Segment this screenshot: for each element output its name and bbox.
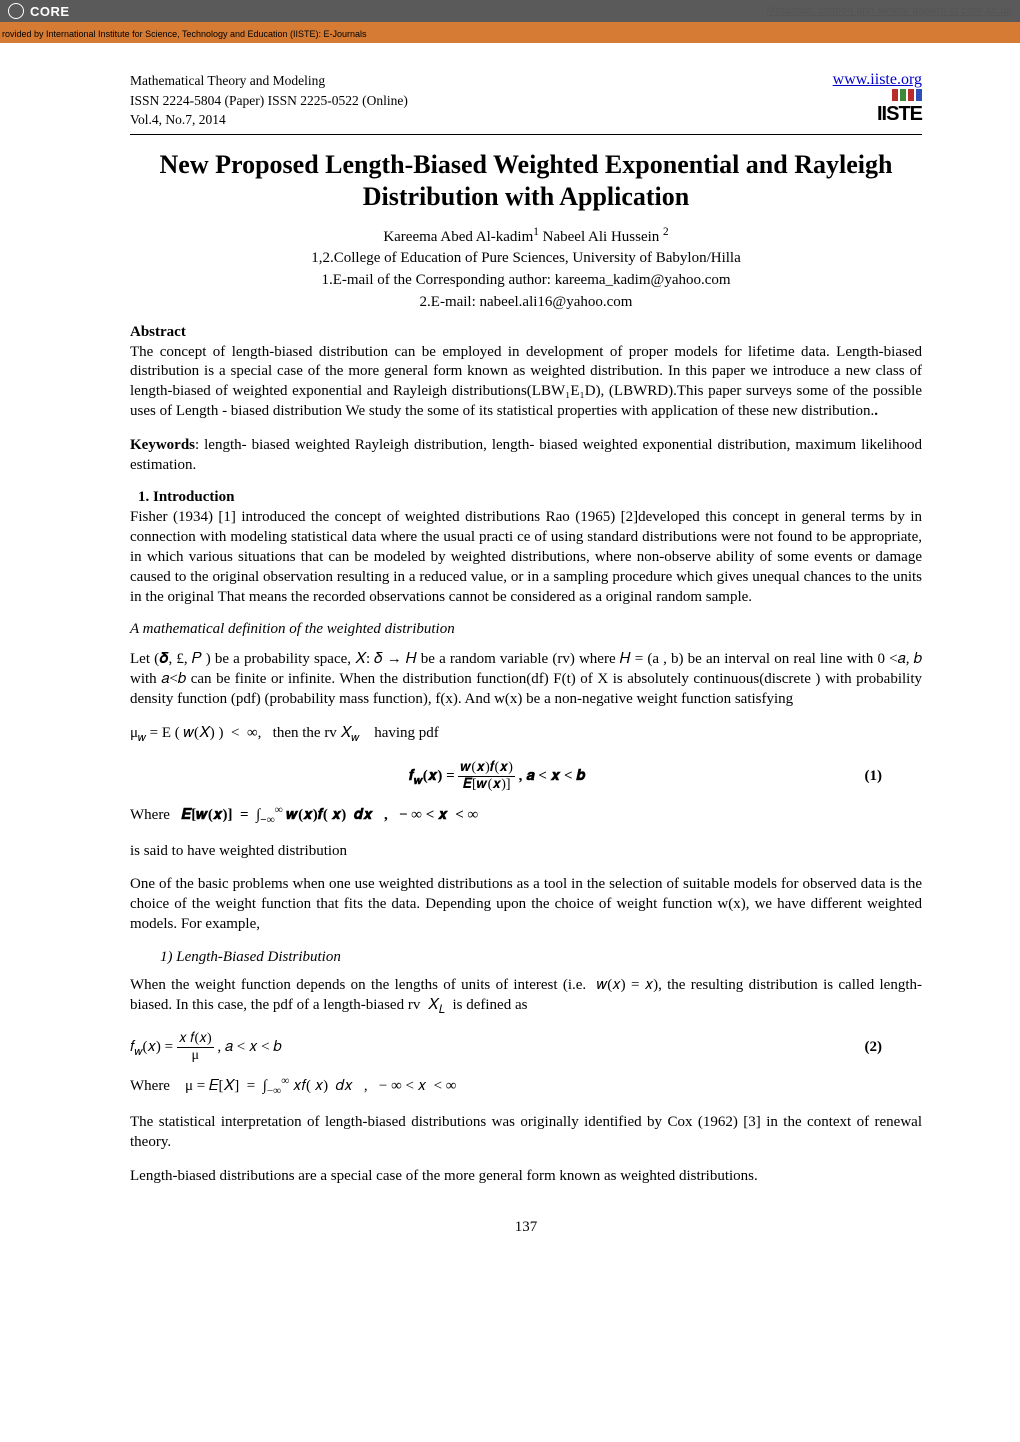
page-content: Mathematical Theory and Modeling ISSN 22… — [0, 43, 1020, 1276]
lbd-p3: Length-biased distributions are a specia… — [130, 1167, 922, 1187]
equation-2: 𝑓𝑤(𝑥) = 𝑥 𝑓(𝑥)μ , 𝑎 < 𝑥 < 𝑏 — [130, 1031, 865, 1064]
header-left: Mathematical Theory and Modeling ISSN 22… — [130, 71, 408, 130]
equation-1-row: 𝒇𝒘(𝒙) = 𝒘(𝒙)𝒇(𝒙)𝑬[𝒘(𝒙)] , 𝒂 < 𝒙 < 𝒃 (1) — [130, 760, 922, 793]
paper-title: New Proposed Length-Biased Weighted Expo… — [130, 149, 922, 214]
email2: 2.E-mail: nabeel.ali16@yahoo.com — [420, 294, 633, 310]
abstract-heading: Abstract — [130, 324, 922, 341]
equation-2-row: 𝑓𝑤(𝑥) = 𝑥 𝑓(𝑥)μ , 𝑎 < 𝑥 < 𝑏 (2) — [130, 1031, 922, 1064]
author2: Nabeel Ali Hussein — [539, 229, 663, 245]
core-link[interactable]: Metadata, citation and similar papers at… — [766, 5, 1012, 17]
author2-sup: 2 — [663, 226, 669, 238]
iiste-bars-icon — [833, 89, 922, 101]
email1: 1.E-mail of the Corresponding author: ka… — [321, 272, 730, 288]
eq2-num: 𝑥 𝑓(𝑥) — [177, 1031, 214, 1048]
eq1-num: 𝒘(𝒙)𝒇(𝒙) — [458, 760, 514, 777]
eq2-rest: , 𝑎 < 𝑥 < 𝑏 — [217, 1039, 281, 1055]
issn-line: ISSN 2224-5804 (Paper) ISSN 2225-0522 (O… — [130, 93, 408, 108]
core-banner: CORE Metadata, citation and similar pape… — [0, 0, 1020, 25]
equation-1-number: (1) — [865, 768, 923, 785]
said-weighted: is said to have weighted distribution — [130, 842, 922, 862]
core-logo-text: CORE — [30, 4, 70, 19]
eq1-rest: , 𝒂 < 𝒙 < 𝒃 — [519, 768, 586, 784]
header-row: Mathematical Theory and Modeling ISSN 22… — [130, 71, 922, 135]
eq2-den: μ — [177, 1048, 214, 1064]
lbd-p2: The statistical interpretation of length… — [130, 1113, 922, 1153]
mathdef-heading: A mathematical definition of the weighte… — [130, 621, 922, 638]
keywords-label: Keywords — [130, 437, 195, 453]
header-right: www.iiste.org IISTE — [833, 71, 922, 126]
page-number: 137 — [130, 1219, 922, 1236]
authors-block: Kareema Abed Al-kadim1 Nabeel Ali Hussei… — [130, 224, 922, 314]
where-1: Where 𝑬[𝒘(𝒙)] = ∫−∞∞ 𝒘(𝒙)𝒇( 𝒙) 𝒅𝒙 , − ∞ … — [130, 803, 922, 828]
equation-1: 𝒇𝒘(𝒙) = 𝒘(𝒙)𝒇(𝒙)𝑬[𝒘(𝒙)] , 𝒂 < 𝒙 < 𝒃 — [130, 760, 865, 793]
mathdef-p1: Let (𝜹, £, 𝑃 ) be a probability space, 𝑋… — [130, 650, 922, 709]
lbd-heading: 1) Length-Biased Distribution — [160, 949, 922, 966]
lbd-p1: When the weight function depends on the … — [130, 976, 922, 1018]
equation-2-number: (2) — [865, 1039, 923, 1056]
core-logo-icon — [8, 3, 24, 19]
author1: Kareema Abed Al-kadim — [383, 229, 533, 245]
affiliation: 1,2.College of Education of Pure Science… — [311, 250, 741, 266]
section-1-heading: 1. Introduction — [130, 489, 922, 506]
where-2: Where μ = 𝐸[𝑋] = ∫−∞∞ 𝑥𝑓( 𝑥) 𝑑𝑥 , − ∞ < … — [130, 1074, 922, 1099]
core-link-anchor[interactable]: Metadata, citation and similar papers at… — [766, 5, 1012, 17]
iiste-logo-text: IISTE — [833, 103, 922, 126]
core-left: CORE — [8, 3, 70, 19]
provided-bar: rovided by International Institute for S… — [0, 25, 1020, 43]
abstract-body: The concept of length-biased distributio… — [130, 343, 922, 422]
keywords-line: Keywords: length- biased weighted Raylei… — [130, 436, 922, 476]
eq1-den: 𝑬[𝒘(𝒙)] — [458, 777, 514, 793]
volume-line: Vol.4, No.7, 2014 — [130, 112, 226, 127]
journal-name: Mathematical Theory and Modeling — [130, 73, 325, 88]
abstract-text: The concept of length-biased distributio… — [130, 344, 922, 419]
mathdef-p2: One of the basic problems when one use w… — [130, 875, 922, 934]
site-link[interactable]: www.iiste.org — [833, 71, 922, 88]
intro-p1: Fisher (1934) [1] introduced the concept… — [130, 508, 922, 607]
keywords-text: : length- biased weighted Rayleigh distr… — [130, 437, 922, 473]
mu-line: μ𝑤 = E ( 𝑤(𝑋) ) < ∞, then the rv 𝑋𝑤 havi… — [130, 724, 922, 746]
